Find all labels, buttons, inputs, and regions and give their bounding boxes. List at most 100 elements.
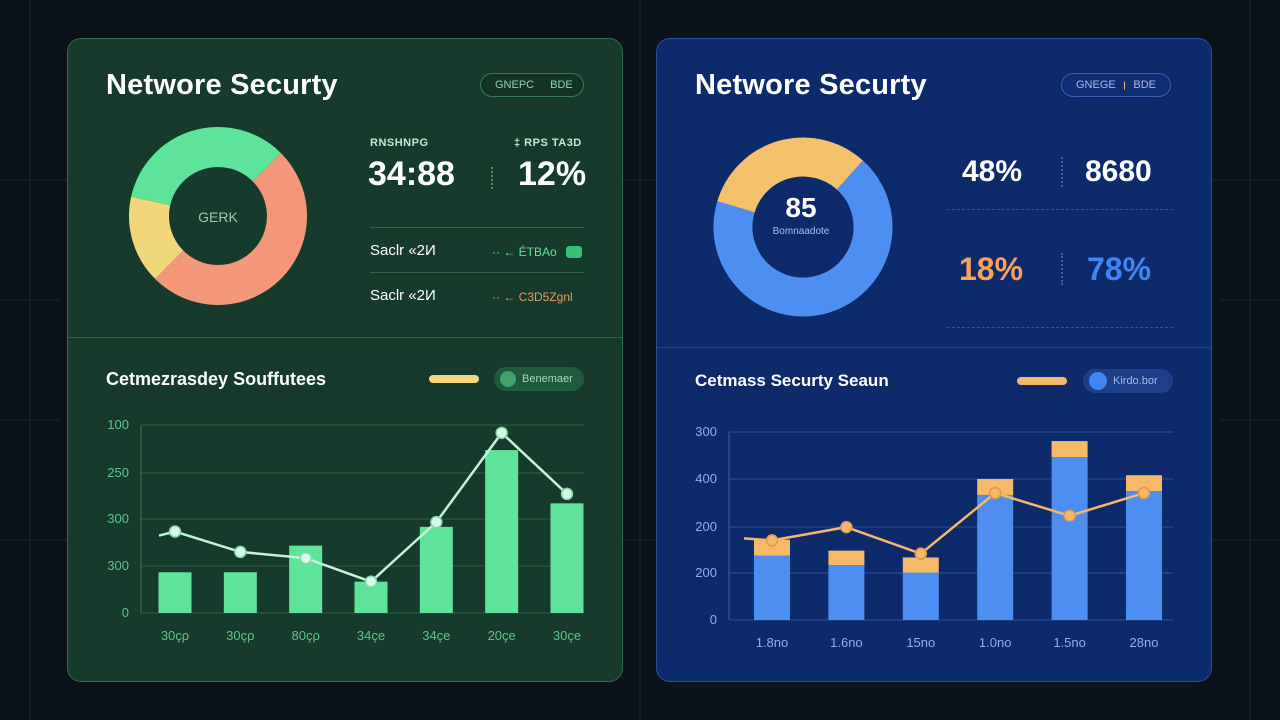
left-donut-center-label: GERK bbox=[198, 209, 238, 225]
right-y-tick-label: 0 bbox=[710, 612, 717, 627]
left-legend-line-swatch bbox=[429, 375, 479, 383]
right-stacked-bar-line-chart: 300 400 200 200 0 1.8no 1.6no 15no 1.0no 1.5no 28n… bbox=[695, 424, 1173, 650]
right-legend-chip-dot-icon bbox=[1089, 372, 1107, 390]
left-stat-value-b: 12% bbox=[518, 155, 587, 193]
right-stat-value-b: 8680 bbox=[1085, 155, 1152, 188]
left-y-tick-label: 100 bbox=[107, 417, 129, 432]
right-pill-dot-icon bbox=[1123, 80, 1126, 90]
left-pill-text: GNEPC bbox=[495, 79, 535, 91]
left-x-tick-label: 34çe bbox=[422, 628, 450, 643]
left-row-divider bbox=[370, 272, 584, 273]
left-y-tick-label: 0 bbox=[122, 605, 129, 620]
right-bar-cap bbox=[828, 550, 865, 566]
left-x-tick-label: 30çρ bbox=[226, 628, 254, 643]
right-bar bbox=[1126, 491, 1162, 620]
right-series-point bbox=[1063, 509, 1076, 523]
left-series-point bbox=[299, 551, 312, 565]
right-stat-divider-line bbox=[947, 209, 1173, 210]
left-bar bbox=[419, 526, 453, 613]
left-series-point bbox=[495, 426, 508, 440]
right-pill-text2: BDE bbox=[1133, 79, 1156, 91]
right-series-point bbox=[765, 534, 779, 547]
right-chart-title: Cetmass Securty Seaun bbox=[695, 371, 889, 390]
right-series-point bbox=[914, 547, 928, 560]
left-row-label-1: Saclr «2И bbox=[370, 242, 436, 259]
left-pill-text2: BDE bbox=[550, 79, 573, 91]
left-row-value-1: ·· ← ÉTBAo bbox=[492, 245, 557, 259]
left-donut-segment-1 bbox=[129, 196, 184, 279]
right-x-tick-label: 28no bbox=[1130, 635, 1159, 650]
left-donut-chart bbox=[129, 127, 307, 305]
left-x-tick-label: 20çe bbox=[488, 628, 516, 643]
right-stat-value-d: 78% bbox=[1087, 251, 1152, 287]
right-stat-divider-c bbox=[1061, 253, 1063, 285]
right-series-point bbox=[988, 486, 1002, 500]
left-row-toggle-1[interactable] bbox=[566, 246, 582, 258]
right-bar bbox=[977, 494, 1014, 620]
left-x-tick-label: 34çe bbox=[357, 628, 385, 643]
left-row-label-2: Saclr «2И bbox=[370, 287, 436, 304]
right-donut-center-value: 85 bbox=[785, 192, 817, 223]
right-stat-divider-a bbox=[1061, 157, 1063, 187]
left-donut-segment-0 bbox=[155, 153, 307, 305]
right-stat-divider-line-2 bbox=[947, 327, 1173, 328]
left-stat-divider bbox=[491, 167, 493, 189]
right-pill-text: GNEGE bbox=[1076, 79, 1116, 91]
right-bar bbox=[902, 572, 939, 620]
right-y-tick-label: 200 bbox=[695, 565, 717, 580]
left-series-point bbox=[560, 487, 574, 501]
right-bar bbox=[1051, 457, 1088, 620]
right-stat-value-c: 18% bbox=[959, 251, 1024, 287]
right-legend-line-swatch bbox=[1017, 377, 1067, 385]
right-series-point bbox=[840, 520, 853, 534]
left-bar bbox=[550, 503, 584, 613]
left-status-pill[interactable]: GNEPC BDE bbox=[480, 73, 584, 97]
left-series-line bbox=[158, 431, 568, 583]
left-y-tick-label: 300 bbox=[107, 558, 129, 573]
left-series-point bbox=[234, 545, 247, 559]
right-x-tick-label: 1.8no bbox=[756, 635, 789, 650]
left-stat-label-a: RNSHNPG bbox=[370, 137, 429, 149]
left-legend-chip[interactable]: Benemaer bbox=[494, 367, 584, 391]
right-stat-value-a: 48% bbox=[962, 155, 1023, 188]
right-y-tick-label: 400 bbox=[695, 471, 717, 486]
right-series-point bbox=[1137, 486, 1151, 500]
left-donut-segment-2 bbox=[131, 127, 281, 207]
right-donut-segment-0 bbox=[713, 160, 893, 317]
right-y-tick-label: 200 bbox=[695, 519, 717, 534]
left-stat-value-a: 34:88 bbox=[368, 155, 455, 193]
right-status-pill[interactable]: GNEGE BDE bbox=[1061, 73, 1171, 97]
left-legend-chip-label: Benemaer bbox=[522, 373, 573, 385]
left-bar bbox=[223, 572, 257, 613]
right-bar bbox=[754, 555, 790, 620]
left-chart-title: Cetmezrasdey Souffutees bbox=[106, 369, 327, 389]
left-x-tick-label: 80çρ bbox=[291, 628, 319, 643]
right-bar-cap bbox=[1051, 441, 1088, 458]
left-section-divider bbox=[68, 337, 622, 338]
right-legend-chip[interactable]: Kirdo.bor bbox=[1083, 369, 1173, 393]
right-panel-title: Networe Securty bbox=[695, 69, 927, 101]
right-x-tick-label: 15no bbox=[906, 635, 935, 650]
right-x-tick-label: 1.6no bbox=[830, 635, 863, 650]
left-x-tick-label: 30çρ bbox=[161, 628, 189, 643]
left-x-tick-label: 30çe bbox=[553, 628, 581, 643]
left-panel-title: Networe Securty bbox=[106, 69, 338, 101]
right-bar bbox=[828, 565, 865, 620]
right-bar-cap bbox=[1126, 475, 1162, 492]
right-donut-segment-1 bbox=[717, 137, 863, 214]
left-series-point bbox=[168, 525, 182, 538]
right-section-divider bbox=[657, 347, 1211, 348]
right-donut-center-label: Bomnaadote bbox=[772, 226, 830, 237]
left-legend-chip-dot-icon bbox=[500, 371, 516, 387]
left-bar-line-chart: 100 250 300 300 0 30çρ 30çρ 80çρ 34çe 34çe 20çe 30ç… bbox=[107, 417, 584, 643]
right-donut-chart bbox=[713, 137, 893, 317]
left-row-value-2: ·· ← C3D5Zgnl bbox=[492, 290, 573, 304]
right-x-tick-label: 1.0no bbox=[979, 635, 1012, 650]
right-y-tick-label: 300 bbox=[695, 424, 717, 439]
left-y-tick-label: 300 bbox=[107, 511, 129, 526]
left-y-tick-label: 250 bbox=[107, 465, 129, 480]
right-dashboard-panel: Networe Securty GNEGE BDE 85 Bomnaadote … bbox=[656, 38, 1212, 682]
right-bar-cap bbox=[754, 539, 790, 556]
right-x-tick-label: 1.5no bbox=[1053, 635, 1086, 650]
left-dashboard-panel: Networe Securty GNEPC BDE GERK RNSHNPG ‡… bbox=[67, 38, 623, 682]
